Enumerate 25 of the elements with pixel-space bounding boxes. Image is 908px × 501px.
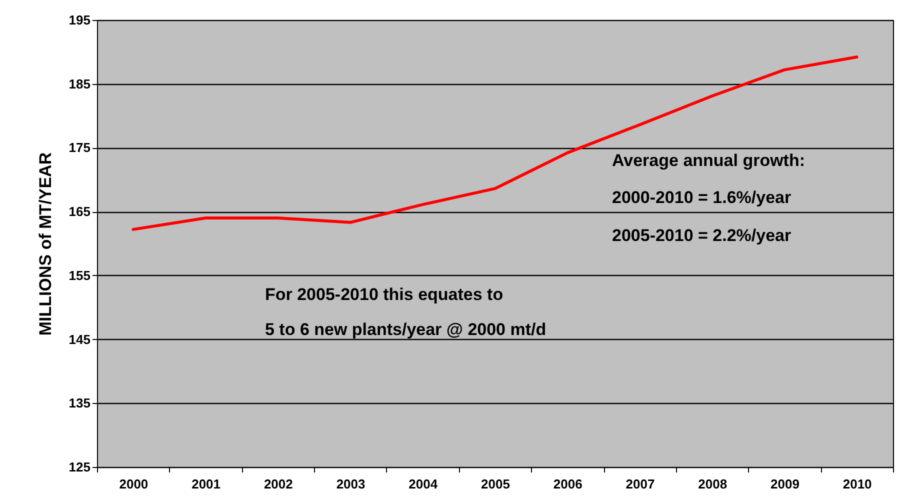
annotation: For 2005-2010 this equates to: [265, 285, 504, 304]
x-tick-label: 2001: [192, 476, 221, 492]
x-tick-label: 2006: [553, 476, 582, 492]
y-tick-label: 195: [68, 12, 90, 28]
y-tick-label: 175: [68, 140, 90, 156]
y-tick-label: 135: [68, 396, 90, 411]
y-tick-label: 155: [68, 268, 90, 283]
x-tick-label: 2000: [119, 476, 148, 492]
annotation: Average annual growth:: [612, 151, 806, 170]
y-tick-label: 125: [68, 460, 90, 474]
annotation: 2005-2010 = 2.2%/year: [612, 226, 792, 245]
x-tick-label: 2003: [336, 476, 366, 492]
y-tick-label: 165: [68, 204, 90, 220]
x-tick-label: 2005: [481, 476, 510, 492]
annotation: 2000-2010 = 1.6%/year: [612, 188, 792, 207]
y-tick-label: 185: [68, 76, 90, 92]
y-axis-title: MILLIONS of MT/YEAR: [36, 152, 55, 336]
y-tick-label: 145: [68, 332, 90, 347]
x-tick-label: 2007: [626, 476, 655, 492]
x-tick-label: 2002: [264, 476, 293, 492]
x-tick-label: 2008: [698, 476, 728, 492]
x-tick-label: 2004: [408, 476, 438, 492]
x-tick-label: 2010: [842, 476, 872, 492]
x-tick-label: 2009: [770, 476, 800, 492]
annotation: 5 to 6 new plants/year @ 2000 mt/d: [265, 320, 546, 339]
